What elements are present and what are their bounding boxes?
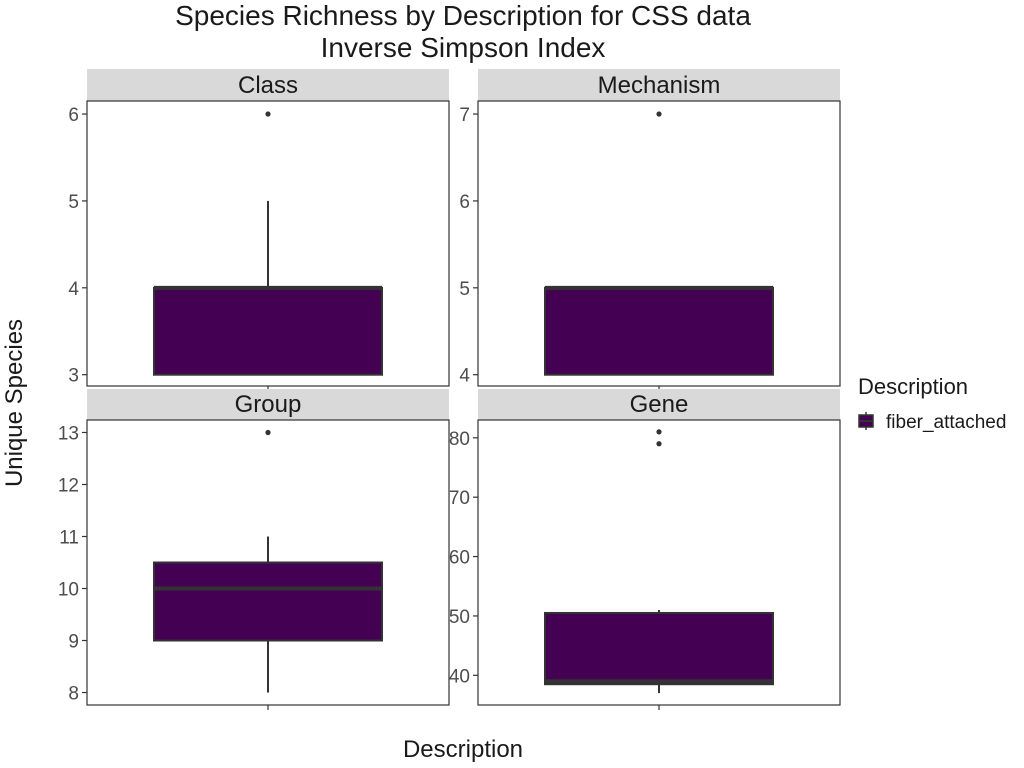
- x-axis-title: Description: [403, 736, 523, 763]
- chart-title: Species Richness by Description for CSS …: [175, 0, 751, 31]
- facet-panels: Class 3 4 5 6 Mechanism 4 5 6 7 Group 8 9 10 11 12 13 Gen…: [58, 69, 841, 710]
- chart-subtitle: Inverse Simpson Index: [321, 32, 606, 63]
- y-tick-label-gene-40: 40: [449, 666, 470, 687]
- box-class: [153, 286, 383, 376]
- outlier-gene-0: [656, 441, 662, 447]
- outlier-class-0: [265, 111, 271, 117]
- y-tick-label-class-6: 6: [68, 105, 79, 126]
- y-tick-label-class-4: 4: [68, 279, 79, 300]
- y-tick-label-group-11: 11: [59, 527, 79, 548]
- strip-mechanism: [478, 69, 840, 101]
- outlier-mechanism-0: [656, 111, 662, 117]
- legend-title: Description: [858, 374, 968, 399]
- y-tick-label-mechanism-7: 7: [459, 105, 470, 126]
- panel-mechanism: Mechanism 4 5 6 7: [459, 69, 841, 391]
- y-tick-label-gene-70: 70: [449, 488, 470, 509]
- strip-class: [87, 69, 449, 101]
- y-tick-label-class-5: 5: [68, 192, 79, 213]
- y-tick-label-class-3: 3: [68, 366, 79, 387]
- strip-group: [87, 389, 449, 420]
- box-group: [153, 561, 383, 642]
- y-tick-label-mechanism-4: 4: [459, 366, 470, 387]
- y-tick-label-mechanism-6: 6: [459, 192, 470, 213]
- y-tick-label-group-13: 13: [58, 423, 79, 444]
- strip-label-class: Class: [238, 72, 298, 99]
- strip-label-mechanism: Mechanism: [598, 72, 721, 99]
- y-tick-label-group-8: 8: [68, 684, 79, 705]
- y-tick-label-gene-60: 60: [449, 548, 470, 569]
- y-tick-label-mechanism-5: 5: [459, 279, 470, 300]
- panel-group: Group 8 9 10 11 12 13: [58, 389, 450, 710]
- outlier-gene-1: [656, 429, 662, 435]
- y-tick-label-group-12: 12: [58, 475, 79, 496]
- y-tick-label-gene-50: 50: [449, 607, 470, 628]
- box-mechanism: [544, 286, 774, 376]
- y-tick-label-group-9: 9: [68, 632, 79, 653]
- legend: Description fiber_attached: [858, 374, 1006, 433]
- panel-class: Class 3 4 5 6: [68, 69, 450, 391]
- outlier-group-0: [265, 429, 271, 436]
- y-tick-label-gene-80: 80: [449, 429, 470, 450]
- y-tick-label-group-10: 10: [58, 580, 79, 601]
- legend-key-fiber-attached: [858, 412, 874, 430]
- box-gene: [544, 611, 774, 686]
- panel-gene: Gene 40 50 60 70 80: [449, 389, 841, 710]
- y-axis-title: Unique Species: [1, 319, 28, 487]
- strip-label-gene: Gene: [630, 391, 689, 418]
- strip-gene: [478, 389, 840, 420]
- strip-label-group: Group: [235, 391, 302, 418]
- legend-label-fiber-attached: fiber_attached: [886, 412, 1006, 433]
